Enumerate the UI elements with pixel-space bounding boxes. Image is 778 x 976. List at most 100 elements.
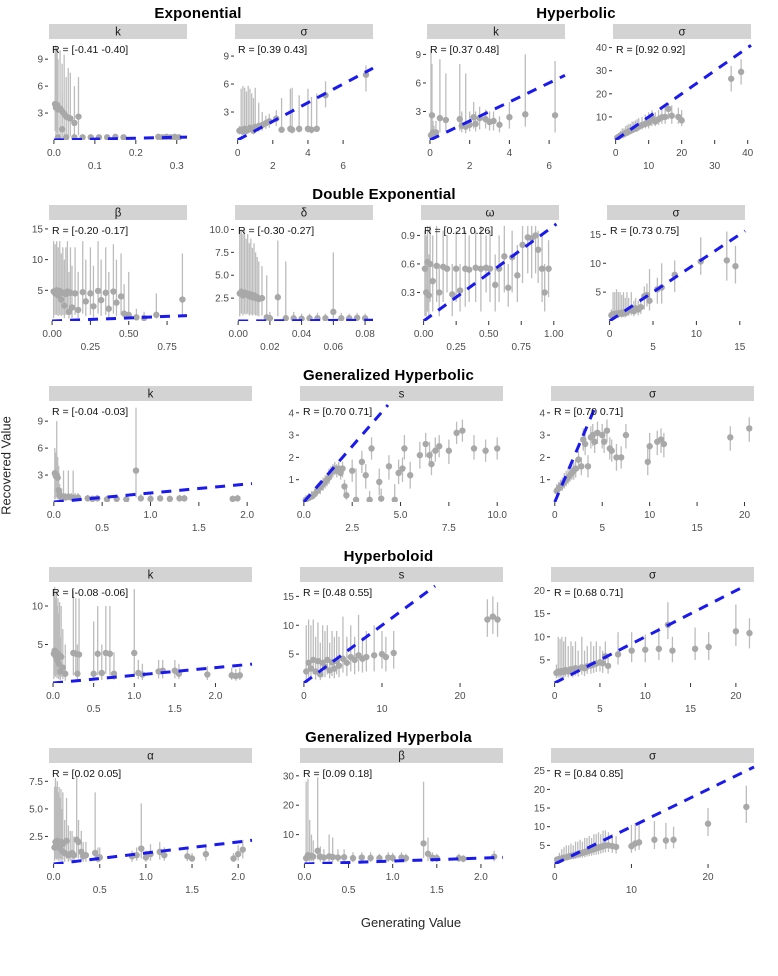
svg-text:10: 10 bbox=[534, 632, 546, 643]
svg-text:10.0: 10.0 bbox=[210, 225, 230, 236]
chart-rows: Exponential k R = [-0.41 -0.40] 3 6 9 0.0 0.1 0.… bbox=[16, 2, 776, 907]
svg-text:20: 20 bbox=[730, 691, 742, 702]
svg-text:40: 40 bbox=[742, 148, 754, 159]
facet-group-title: Generalized Hyperbola bbox=[305, 729, 472, 746]
svg-text:3: 3 bbox=[223, 108, 229, 119]
svg-text:5.0: 5.0 bbox=[215, 271, 229, 282]
svg-text:9: 9 bbox=[223, 52, 229, 63]
svg-text:0.06: 0.06 bbox=[324, 342, 344, 353]
facet-strip-label: k bbox=[493, 27, 499, 39]
svg-text:20: 20 bbox=[454, 691, 466, 702]
svg-text:5: 5 bbox=[597, 704, 603, 715]
svg-text:30: 30 bbox=[596, 66, 608, 77]
facet-panel-σ: σ R = [0.70 0.71] 1 2 3 4 0 5 10 15 20 bbox=[539, 386, 754, 534]
svg-text:10: 10 bbox=[644, 510, 656, 521]
svg-text:0.00: 0.00 bbox=[414, 329, 434, 340]
svg-text:10: 10 bbox=[32, 255, 44, 266]
facet-strip-label: k bbox=[115, 27, 121, 39]
r-annotation: R = [0.73 0.75] bbox=[610, 225, 679, 237]
facet-strip-label: σ bbox=[300, 27, 307, 39]
svg-text:1.5: 1.5 bbox=[430, 885, 444, 896]
facet-panel-α: α R = [0.02 0.05] 2.5 5.0 7.5 0.0 0.5 1.0 1.5 2.0 bbox=[29, 748, 253, 896]
svg-text:40: 40 bbox=[596, 43, 608, 54]
svg-text:5: 5 bbox=[599, 523, 605, 534]
r-annotation: R = [0.09 0.18] bbox=[303, 768, 372, 780]
svg-text:1.0: 1.0 bbox=[386, 872, 400, 883]
facet-strip-label: σ bbox=[672, 208, 679, 220]
svg-text:15: 15 bbox=[534, 609, 546, 620]
svg-text:10: 10 bbox=[691, 329, 703, 340]
svg-text:0: 0 bbox=[301, 691, 307, 702]
facet-row: Double Exponential β R = [-0.20 -0.17] 5 10 1… bbox=[16, 183, 776, 361]
facet-panel: σ R = [0.68 0.71] 5 10 15 20 0 5 10 15 20 bbox=[518, 567, 761, 723]
facet-strip-label: s bbox=[399, 389, 405, 401]
svg-text:5.0: 5.0 bbox=[394, 510, 408, 521]
facet-strip-label: s bbox=[399, 570, 405, 582]
svg-text:6: 6 bbox=[223, 80, 229, 91]
svg-text:1.0: 1.0 bbox=[139, 872, 153, 883]
svg-text:5: 5 bbox=[595, 288, 601, 299]
svg-text:1.0: 1.0 bbox=[127, 691, 141, 702]
svg-text:10: 10 bbox=[376, 704, 388, 715]
svg-text:4: 4 bbox=[539, 408, 545, 419]
r-annotation: R = [-0.04 -0.03] bbox=[52, 406, 128, 418]
svg-text:2: 2 bbox=[270, 161, 276, 172]
facet-panel-δ: δ R = [-0.30 -0.27] 2.5 5.0 7.5 10.0 0.00 0.02 0… bbox=[210, 205, 375, 353]
svg-text:4: 4 bbox=[305, 148, 311, 159]
facet-strip-label: β bbox=[115, 208, 122, 220]
svg-text:6: 6 bbox=[37, 82, 43, 93]
svg-text:30: 30 bbox=[709, 161, 721, 172]
facet-panel-σ: σ R = [0.39 0.43] 3 6 9 0 2 4 6 bbox=[223, 24, 374, 172]
facet-group-title: Generalized Hyperbolic bbox=[302, 367, 475, 384]
facet-panel: δ R = [-0.30 -0.27] 2.5 5.0 7.5 10.0 0.00 0.02 0… bbox=[202, 205, 380, 361]
svg-text:3: 3 bbox=[415, 107, 421, 118]
svg-text:15: 15 bbox=[32, 224, 44, 235]
svg-text:0.75: 0.75 bbox=[512, 342, 532, 353]
svg-text:5.0: 5.0 bbox=[29, 804, 43, 815]
facet-strip-label: σ bbox=[678, 27, 685, 39]
facet-strip-label: ω bbox=[486, 208, 495, 220]
facet-group: Generalized Hyperbolic k R = [-0.04 -0.03]… bbox=[16, 364, 761, 542]
r-annotation: R = [0.70 0.71] bbox=[303, 406, 372, 418]
facet-group-title: Hyperbolic bbox=[536, 5, 616, 22]
svg-text:1.5: 1.5 bbox=[168, 704, 182, 715]
facet-panel-k: k R = [0.37 0.48] 3 6 9 0 2 4 6 bbox=[415, 24, 566, 172]
svg-text:2.5: 2.5 bbox=[345, 523, 359, 534]
svg-text:15: 15 bbox=[590, 230, 602, 241]
svg-text:20: 20 bbox=[702, 872, 714, 883]
facet-group: Generalized Hyperbola α R = [0.02 0.05] 2.5… bbox=[16, 726, 761, 904]
svg-text:0: 0 bbox=[235, 148, 241, 159]
facet-panel-β: β R = [-0.20 -0.17] 5 10 15 0.00 0.25 0.50 0.75 bbox=[32, 205, 188, 353]
facet-row: Generalized Hyperbola α R = [0.02 0.05] 2.5… bbox=[16, 726, 776, 904]
svg-text:0.50: 0.50 bbox=[479, 329, 499, 340]
facet-panel-s: s R = [0.70 0.71] 1 2 3 4 0.0 2.5 5.0 7.5 10.0 bbox=[288, 386, 507, 534]
svg-text:10: 10 bbox=[640, 691, 652, 702]
facet-panel: σ R = [0.70 0.71] 1 2 3 4 0 5 10 15 20 bbox=[518, 386, 761, 542]
svg-text:6: 6 bbox=[546, 161, 552, 172]
facet-panel-σ: σ R = [0.84 0.85] 5 10 15 20 25 0 10 20 bbox=[534, 748, 755, 896]
facet-panel: σ R = [0.39 0.43] 3 6 9 0 2 4 6 bbox=[202, 24, 380, 180]
facet-row: Exponential k R = [-0.41 -0.40] 3 6 9 0.0 0.1 0.… bbox=[16, 2, 776, 180]
svg-text:0: 0 bbox=[552, 872, 558, 883]
svg-text:0.0: 0.0 bbox=[47, 510, 61, 521]
svg-text:0.0: 0.0 bbox=[46, 691, 60, 702]
facet-panel-σ: σ R = [0.73 0.75] 5 10 15 0 5 10 15 bbox=[590, 205, 746, 353]
y-axis-label: Recovered Value bbox=[0, 416, 14, 515]
facet-strip-label: δ bbox=[301, 208, 307, 220]
svg-text:9: 9 bbox=[37, 55, 43, 66]
svg-text:1.00: 1.00 bbox=[544, 329, 564, 340]
r-annotation: R = [0.70 0.71] bbox=[554, 406, 623, 418]
svg-text:0.0: 0.0 bbox=[297, 510, 311, 521]
facet-panel: s R = [0.70 0.71] 1 2 3 4 0.0 2.5 5.0 7.5 10.0 bbox=[267, 386, 510, 542]
facet-panel: k R = [0.37 0.48] 3 6 9 0 2 4 6 bbox=[394, 24, 572, 180]
svg-text:10: 10 bbox=[534, 822, 546, 833]
svg-text:10: 10 bbox=[283, 621, 295, 632]
r-annotation: R = [0.92 0.92] bbox=[616, 44, 685, 56]
facet-group-title: Exponential bbox=[154, 5, 242, 22]
svg-text:0.5: 0.5 bbox=[87, 704, 101, 715]
svg-text:0: 0 bbox=[607, 329, 613, 340]
svg-text:10: 10 bbox=[626, 885, 638, 896]
r-annotation: R = [-0.20 -0.17] bbox=[52, 225, 128, 237]
r-annotation: R = [0.68 0.71] bbox=[554, 587, 623, 599]
